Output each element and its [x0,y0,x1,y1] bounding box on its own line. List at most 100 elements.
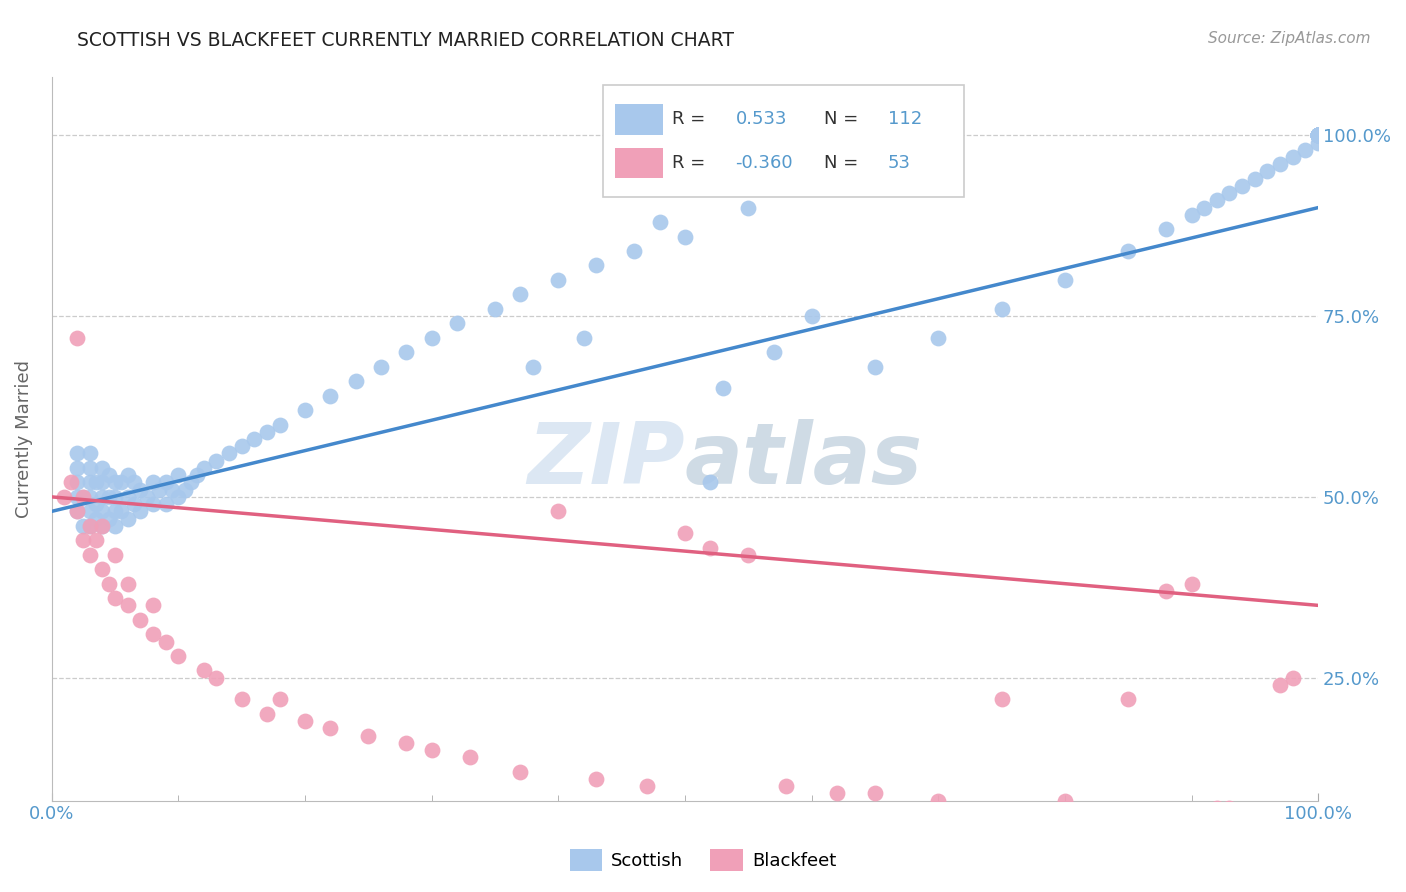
Point [509,764,531,779]
Point [148,483,170,497]
Text: Source: ZipAtlas.com: Source: ZipAtlas.com [1208,31,1371,46]
Point [1308,128,1330,143]
Point [1308,128,1330,143]
Point [1154,222,1177,236]
Point [135,490,157,504]
Point [129,504,152,518]
Point [91,518,114,533]
Point [1308,128,1330,143]
Point [1308,128,1330,143]
Point [673,526,696,541]
Point [509,287,531,301]
Point [122,497,145,511]
Point [762,345,785,359]
Point [110,475,132,490]
Point [117,490,139,504]
Point [446,316,468,330]
Point [269,692,291,706]
Point [1308,128,1330,143]
Point [129,483,152,497]
Point [1308,128,1330,143]
Point [395,736,418,750]
Point [79,518,101,533]
Point [110,504,132,518]
Point [142,475,165,490]
Point [1180,208,1202,222]
Text: 53: 53 [887,153,911,172]
Point [1308,128,1330,143]
Point [117,468,139,483]
Point [1308,136,1330,150]
Point [91,475,114,490]
Point [927,331,949,345]
Point [79,446,101,460]
Point [344,374,367,388]
Point [1308,128,1330,143]
Point [173,483,195,497]
Point [66,504,89,518]
Point [585,259,607,273]
Text: ZIP: ZIP [527,419,685,502]
Point [142,497,165,511]
Point [91,461,114,475]
Point [420,331,443,345]
Point [420,743,443,757]
Point [205,454,228,468]
Point [623,244,645,258]
Point [1218,801,1240,815]
Point [1180,576,1202,591]
Point [863,786,886,800]
Point [1053,794,1076,808]
Point [1256,164,1278,178]
Point [155,634,177,648]
Point [585,772,607,786]
Point [72,490,94,504]
Point [66,475,89,490]
Point [129,613,152,627]
Point [1154,583,1177,598]
Point [53,490,76,504]
Point [122,475,145,490]
Point [547,504,569,518]
Point [484,301,506,316]
Point [193,461,215,475]
Point [458,750,481,764]
FancyBboxPatch shape [603,85,963,197]
Point [1308,128,1330,143]
Point [648,215,671,229]
Point [59,475,82,490]
Point [79,548,101,562]
Point [155,497,177,511]
Point [1308,128,1330,143]
Text: N =: N = [824,153,865,172]
Text: 112: 112 [887,111,922,128]
Point [825,786,848,800]
Point [167,468,190,483]
Point [357,729,380,743]
Point [1308,128,1330,143]
Point [97,490,120,504]
Point [775,779,797,793]
Point [1205,801,1227,815]
Point [79,475,101,490]
Point [79,518,101,533]
Point [699,541,721,555]
Point [370,359,392,374]
Point [104,591,127,606]
Point [142,599,165,613]
Y-axis label: Currently Married: Currently Married [15,360,32,518]
Point [1192,201,1215,215]
Point [1295,143,1317,157]
Point [66,504,89,518]
Point [84,511,107,525]
Point [66,461,89,475]
Point [1116,244,1139,258]
Point [294,403,316,417]
Point [737,201,759,215]
Point [863,359,886,374]
Point [97,511,120,525]
Text: -0.360: -0.360 [735,153,793,172]
Point [572,331,595,345]
Point [1281,150,1303,164]
Point [79,461,101,475]
